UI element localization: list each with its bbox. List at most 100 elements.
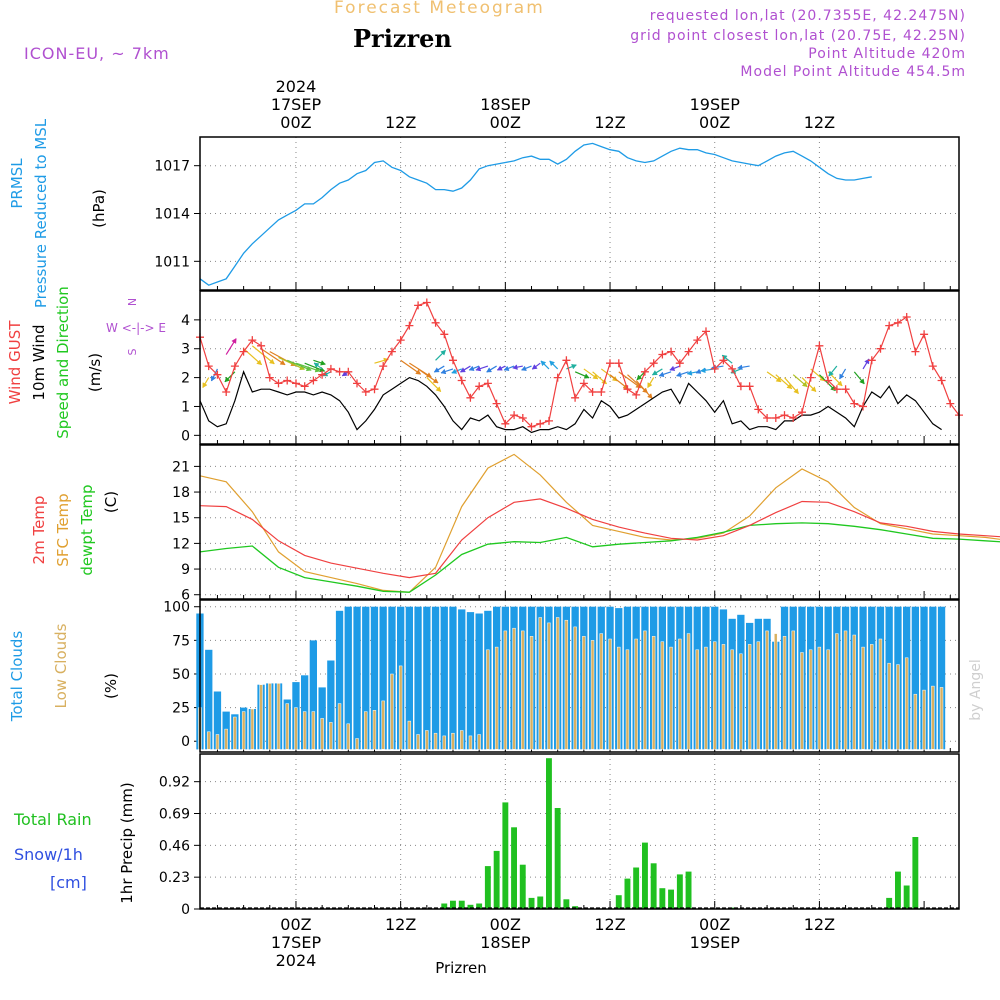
low-cloud-bar [486,649,490,750]
gust-marker [885,321,894,330]
gust-marker [492,399,501,408]
wind-arrow-head [521,365,527,371]
wind-arrow-head [432,377,439,384]
clouds-unit: (%) [102,673,120,699]
precip-bar [903,885,910,909]
gust-marker [597,388,606,396]
gust-marker [300,382,309,391]
gust-marker [222,388,231,396]
wind-arrow-head [224,376,231,383]
wind-title-10m: 10m Wind [30,324,48,400]
gust-marker [806,373,815,382]
wind-arrow-head [341,370,348,377]
gust-marker [353,379,361,388]
chart-supertitle: Forecast Meteogram [334,0,545,18]
bottom-hour-label: 00Z [280,915,311,934]
precip-bar [668,889,674,909]
top-year-label: 2024 [276,77,317,96]
footer-location: Prizren [435,959,487,977]
low-cloud-bar [835,633,839,750]
gust-marker [824,376,833,385]
wind-arrow-head [801,381,808,388]
gust-marker [265,373,274,382]
low-cloud-bar [826,649,830,750]
wind-arrow-head [440,368,447,375]
low-cloud-bar [800,652,804,750]
y-tick-label: 75 [172,633,190,649]
low-cloud-bar [922,689,926,750]
gust-marker [396,336,405,345]
model-point-altitude: Model Point Altitude 454.5m [740,64,966,80]
precip-bar [912,837,919,909]
gust-marker [230,362,239,371]
wind-arrow-head [313,362,320,368]
low-cloud-bar [756,641,761,750]
total-cloud-bar [327,660,335,750]
low-cloud-bar [747,644,752,750]
wind-arrow-head [531,364,538,370]
total-cloud-bar [449,606,457,750]
total-cloud-bar [475,613,483,750]
low-cloud-bar [224,728,228,750]
y-tick-label: 100 [163,600,190,616]
precip-bar [642,842,648,909]
compass-north: N [126,298,139,306]
precip-unit: 1hr Precip (mm) [118,782,136,903]
gust-marker [745,382,754,391]
low-cloud-bar [442,735,446,750]
low-cloud-bar [564,619,569,750]
total-cloud-bar [309,640,317,750]
gust-marker [475,382,484,391]
precip-bar [511,827,517,909]
wind-arrow-head [320,360,326,366]
gust-marker [370,385,379,394]
precip-bar [659,888,666,909]
gust-marker [928,362,937,371]
wind-arrow-head [676,371,682,378]
low-cloud-bar [669,646,673,750]
precip-bar [450,900,456,909]
low-cloud-bar [355,738,359,750]
precip-bar [502,802,509,909]
precip-bar [676,874,683,909]
low-cloud-bar [302,711,307,750]
low-cloud-bar [547,622,551,750]
wind-speed-line [199,370,942,434]
low-cloud-bar [817,646,822,750]
gust-marker [527,422,536,431]
y-tick-label: 12 [172,536,190,552]
gust-marker [623,385,632,394]
y-tick-label: 0.92 [159,775,190,791]
total-cloud-bar [440,606,448,750]
low-cloud-bar [931,685,935,750]
wind-direction-arrow [278,356,305,370]
top-hour-label: 12Z [594,113,625,132]
precip-bar [633,867,640,909]
y-tick-label: 3 [181,342,190,358]
gust-marker [632,390,641,399]
precip-bar [537,896,544,909]
wind-direction-arrow [260,348,286,366]
y-tick-label: 1017 [154,159,190,175]
wind-arrow-head [651,370,658,376]
wind-arrow-head [486,367,493,373]
gust-marker [867,356,876,365]
wind-arrow-head [415,369,422,375]
total-cloud-bar [362,606,370,750]
total-cloud-bar [431,606,440,750]
top-hour-label: 00Z [280,113,311,132]
top-date-label: 17SEP [271,95,322,114]
gust-marker [510,411,519,420]
low-cloud-bar [521,630,525,750]
gust-marker [518,414,527,422]
low-cloud-bar [608,638,612,750]
low-cloud-bar [765,630,769,750]
precip-bar [528,897,535,909]
low-cloud-bar [337,703,342,750]
wind-arrow-head [839,373,845,380]
gust-marker [658,350,667,359]
gust-marker [405,321,414,330]
gust-marker [414,301,423,310]
low-cloud-bar [311,711,316,750]
low-cloud-bar [398,665,403,750]
